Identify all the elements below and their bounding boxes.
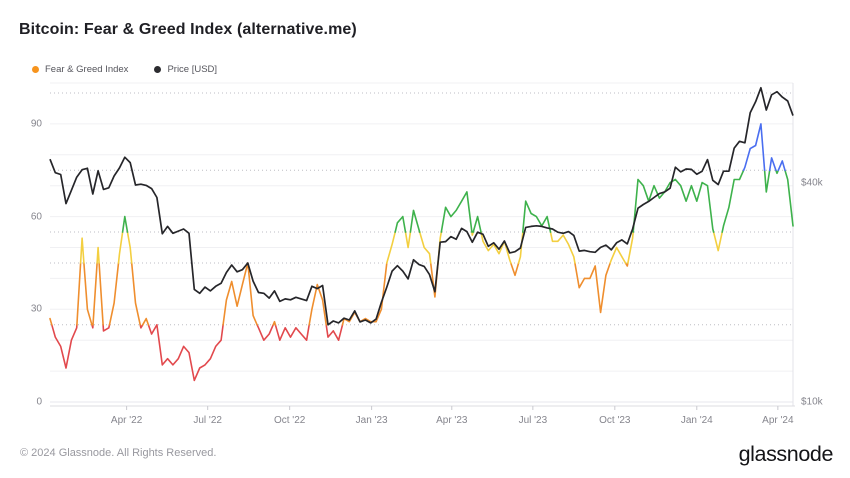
x-tick-label: Apr '22 xyxy=(110,415,143,426)
x-tick-label: Jul '23 xyxy=(518,415,548,426)
fear-greed-line xyxy=(121,169,794,233)
copyright-text: © 2024 Glassnode. All Rights Reserved. xyxy=(20,447,217,459)
legend-item-fear-greed[interactable]: Fear & Greed Index xyxy=(32,64,128,75)
x-tick-label: Jan '23 xyxy=(355,415,388,426)
y-right-tick-label: $40k xyxy=(801,177,823,189)
x-tick-label: Oct '23 xyxy=(599,415,631,426)
fear-greed-line xyxy=(51,324,344,382)
price-line xyxy=(49,86,794,326)
fear-greed-line xyxy=(79,231,723,264)
fear-greed-legend-dot-icon xyxy=(32,66,39,73)
y-left-tick-label: 60 xyxy=(30,211,42,223)
x-tick-label: Jan '24 xyxy=(680,415,713,426)
chart-legend: Fear & Greed Index Price [USD] xyxy=(32,64,217,75)
legend-label-fear-greed: Fear & Greed Index xyxy=(45,64,129,75)
x-tick-label: Oct '22 xyxy=(273,415,306,426)
x-tick-label: Jul '22 xyxy=(193,415,222,426)
y-left-tick-label: 90 xyxy=(30,118,42,130)
price-legend-dot-icon xyxy=(154,66,162,73)
glassnode-logo: glassnode xyxy=(738,442,834,466)
y-left-tick-label: 30 xyxy=(30,303,42,315)
page-title: Bitcoin: Fear & Greed Index (alternative… xyxy=(19,21,357,38)
y-left-tick-label: 0 xyxy=(36,396,42,408)
x-tick-label: Apr '23 xyxy=(436,415,468,426)
legend-label-price: Price [USD] xyxy=(167,64,218,75)
chart-plot-area[interactable] xyxy=(50,83,793,406)
y-right-tick-label: $10k xyxy=(801,396,823,408)
x-tick-label: Apr '24 xyxy=(762,415,794,426)
fear-greed-line xyxy=(742,123,786,172)
legend-item-price[interactable]: Price [USD] xyxy=(154,64,217,75)
